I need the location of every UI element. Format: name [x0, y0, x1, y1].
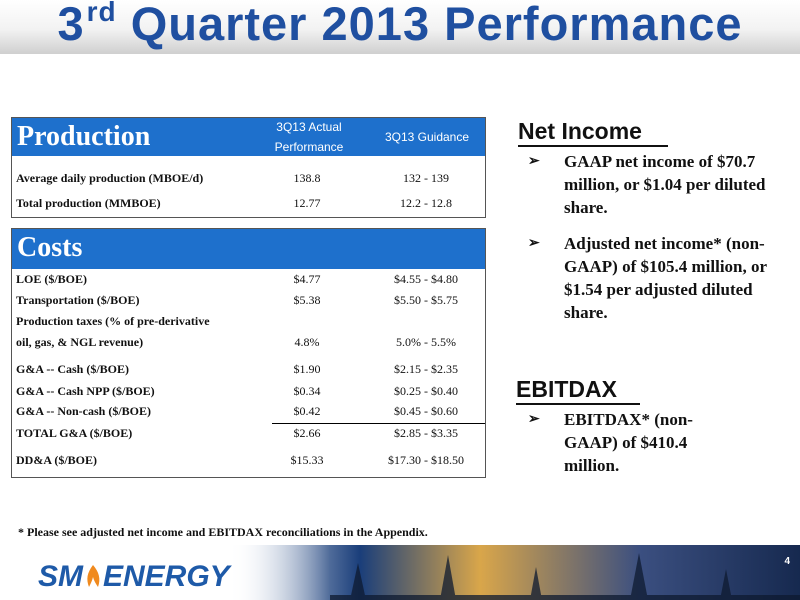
table-row: Average daily production (MBOE/d) 138.8 …: [16, 171, 449, 185]
production-table: Production 3Q13 Actual Performance 3Q13 …: [11, 117, 486, 218]
ebitdax-underline: [516, 403, 640, 405]
flame-icon: [87, 565, 100, 587]
table-row: DD&A ($/BOE) $15.33 $17.30 - $18.50: [16, 453, 464, 467]
subtotal-rule: [272, 423, 485, 424]
header-band: [0, 0, 800, 54]
table-row: oil, gas, & NGL revenue) 4.8% 5.0% - 5.5…: [16, 335, 456, 349]
production-table-header: Production 3Q13 Actual Performance 3Q13 …: [12, 118, 485, 156]
costs-table: Costs LOE ($/BOE) $4.77 $4.55 - $4.80 Tr…: [11, 228, 486, 478]
table-row: G&A -- Cash NPP ($/BOE) $0.34 $0.25 - $0…: [16, 384, 458, 398]
costs-table-header: Costs: [12, 229, 485, 269]
actual-column-header: 3Q13 Actual Performance: [274, 120, 344, 154]
title-superscript: rd: [86, 0, 117, 28]
oil-rig-silhouettes: [330, 553, 800, 600]
production-header: Production: [17, 121, 151, 152]
page-number: 4: [784, 556, 790, 567]
net-income-underline: [518, 145, 668, 147]
footer-fade: [0, 545, 330, 600]
arrow-bullet-icon: ➢: [528, 236, 540, 251]
slide-title: 3rd Quarter 2013 Performance: [0, 0, 800, 51]
costs-header: Costs: [17, 232, 83, 263]
net-income-title: Net Income: [518, 118, 642, 144]
guidance-column-header: 3Q13 Guidance: [384, 130, 470, 144]
table-row: LOE ($/BOE) $4.77 $4.55 - $4.80: [16, 272, 458, 286]
arrow-bullet-icon: ➢: [528, 412, 540, 427]
table-row: TOTAL G&A ($/BOE) $2.66 $2.85 - $3.35: [16, 426, 458, 440]
footnote: * Please see adjusted net income and EBI…: [18, 525, 428, 539]
table-row: Production taxes (% of pre-derivative: [16, 314, 210, 328]
table-row: G&A -- Cash ($/BOE) $1.90 $2.15 - $2.35: [16, 362, 458, 376]
ebitdax-title: EBITDAX: [516, 376, 617, 402]
arrow-bullet-icon: ➢: [528, 154, 540, 169]
table-row: Total production (MMBOE) 12.77 12.2 - 12…: [16, 196, 452, 210]
table-row: G&A -- Non-cash ($/BOE) $0.42 $0.45 - $0…: [16, 404, 458, 418]
sm-energy-logo: SM ENERGY: [38, 560, 230, 593]
table-row: Transportation ($/BOE) $5.38 $5.50 - $5.…: [16, 293, 458, 307]
